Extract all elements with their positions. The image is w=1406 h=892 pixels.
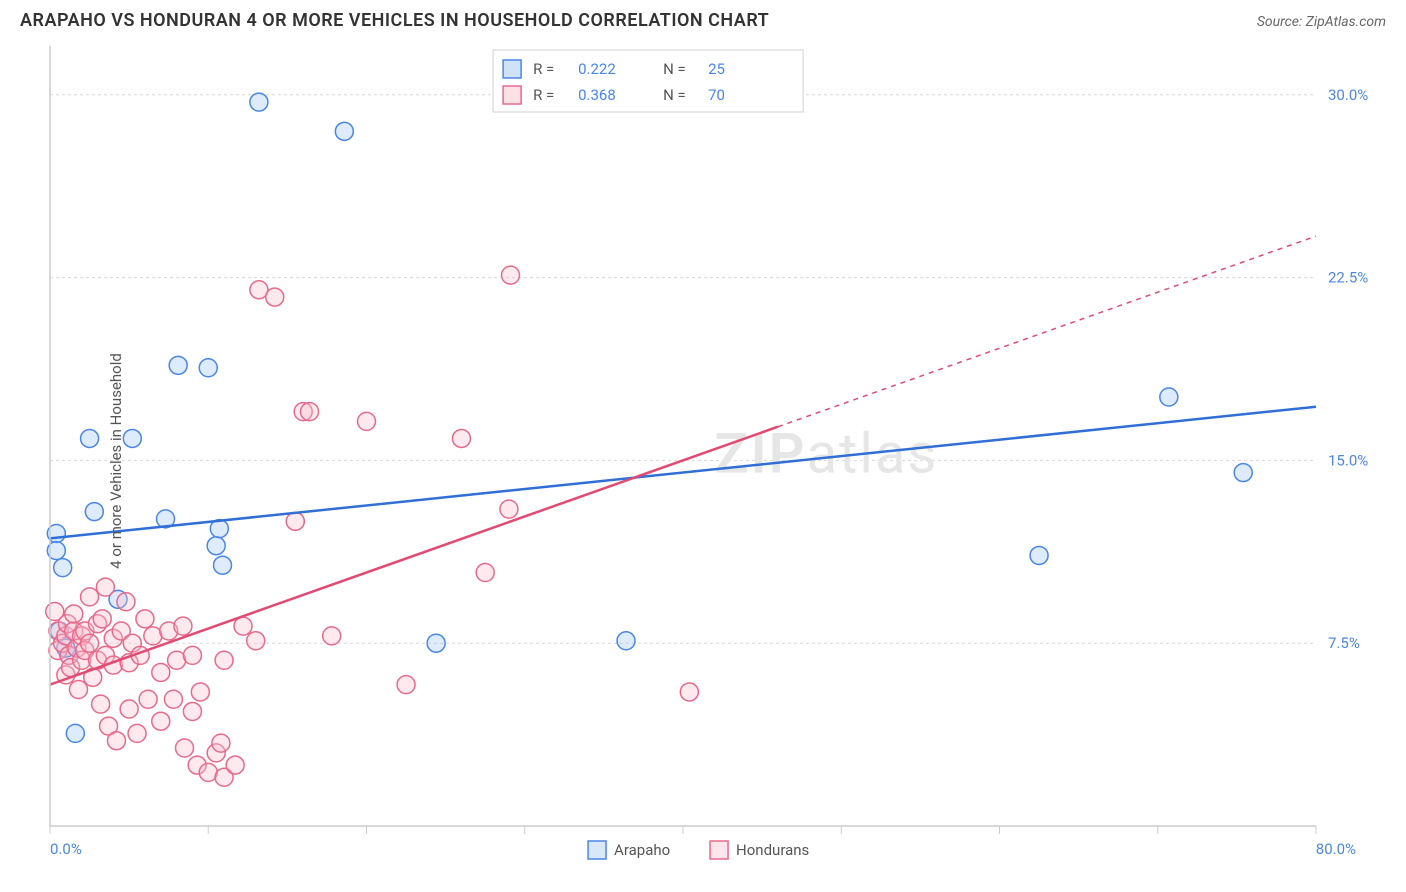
scatter-point [66, 724, 84, 742]
scatter-point [136, 610, 154, 628]
scatter-point [85, 503, 103, 521]
chart-header: ARAPAHO VS HONDURAN 4 OR MORE VEHICLES I… [0, 0, 1406, 36]
series-legend-label: Hondurans [736, 841, 809, 859]
scatter-point [81, 429, 99, 447]
scatter-point [139, 690, 157, 708]
chart-title: ARAPAHO VS HONDURAN 4 OR MORE VEHICLES I… [20, 10, 769, 31]
scatter-point [476, 564, 494, 582]
x-tick-label-end: 80.0% [1316, 840, 1356, 858]
legend-n-label: N = [663, 86, 686, 104]
scatter-point [617, 632, 635, 650]
y-tick-label: 30.0% [1328, 86, 1368, 104]
scatter-point [152, 712, 170, 730]
scatter-point [301, 403, 319, 421]
series-legend-swatch [588, 841, 606, 859]
scatter-point [1234, 464, 1252, 482]
x-tick-label-start: 0.0% [50, 840, 82, 858]
scatter-point [183, 702, 201, 720]
legend-n-label: N = [663, 60, 686, 78]
y-tick-label: 7.5% [1328, 634, 1360, 652]
chart-source: Source: ZipAtlas.com [1257, 14, 1386, 30]
legend-r-value: 0.368 [578, 86, 616, 104]
trend-line-arapaho [50, 407, 1316, 539]
scatter-point [452, 429, 470, 447]
scatter-point [427, 634, 445, 652]
scatter-point [69, 681, 87, 699]
scatter-point [234, 617, 252, 635]
scatter-point [191, 683, 209, 701]
scatter-point [120, 700, 138, 718]
scatter-point [250, 93, 268, 111]
scatter-point [680, 683, 698, 701]
legend-r-label: R = [533, 60, 554, 78]
scatter-point [174, 617, 192, 635]
scatter-point [247, 632, 265, 650]
legend-n-value: 70 [708, 86, 725, 104]
scatter-point [213, 556, 231, 574]
scatter-point [502, 266, 520, 284]
scatter-point [164, 690, 182, 708]
series-legend-label: Arapaho [614, 841, 670, 859]
legend-r-label: R = [533, 86, 554, 104]
y-tick-label: 22.5% [1328, 269, 1368, 287]
scatter-point [81, 634, 99, 652]
watermark: ZIPatlas [715, 421, 939, 487]
trend-line-hondurans-solid [50, 427, 778, 685]
scatter-point [199, 359, 217, 377]
scatter-point [123, 429, 141, 447]
scatter-point [207, 537, 225, 555]
legend-n-value: 25 [708, 60, 725, 78]
scatter-point [358, 412, 376, 430]
trend-line-hondurans-dashed [778, 236, 1316, 427]
series-legend-swatch [710, 841, 728, 859]
scatter-point [152, 663, 170, 681]
scatter-point [169, 356, 187, 374]
scatter-point [212, 734, 230, 752]
scatter-point [500, 500, 518, 518]
scatter-point [335, 122, 353, 140]
scatter-point [107, 732, 125, 750]
scatter-point [266, 288, 284, 306]
scatter-point [81, 588, 99, 606]
scatter-point [93, 610, 111, 628]
scatter-point [176, 739, 194, 757]
scatter-point [65, 605, 83, 623]
scatter-point [54, 559, 72, 577]
scatter-point [183, 646, 201, 664]
chart-container: 4 or more Vehicles in Household 7.5% 15.0… [0, 36, 1406, 886]
legend-swatch [503, 86, 521, 104]
scatter-point [1160, 388, 1178, 406]
scatter-point [286, 512, 304, 530]
legend-swatch [503, 60, 521, 78]
scatter-point [92, 695, 110, 713]
scatter-point [215, 651, 233, 669]
y-axis-label: 4 or more Vehicles in Household [107, 353, 125, 569]
scatter-point [128, 724, 146, 742]
scatter-point [117, 593, 135, 611]
scatter-point [397, 676, 415, 694]
y-tick-label: 15.0% [1328, 451, 1368, 469]
legend-r-value: 0.222 [578, 60, 616, 78]
scatter-point [1030, 546, 1048, 564]
correlation-scatter-chart: 7.5% 15.0% 22.5% 30.0% ZIPatlas 0.0% 80.0% R = 0… [0, 36, 1406, 886]
scatter-point [96, 578, 114, 596]
scatter-point [323, 627, 341, 645]
scatter-point [226, 756, 244, 774]
